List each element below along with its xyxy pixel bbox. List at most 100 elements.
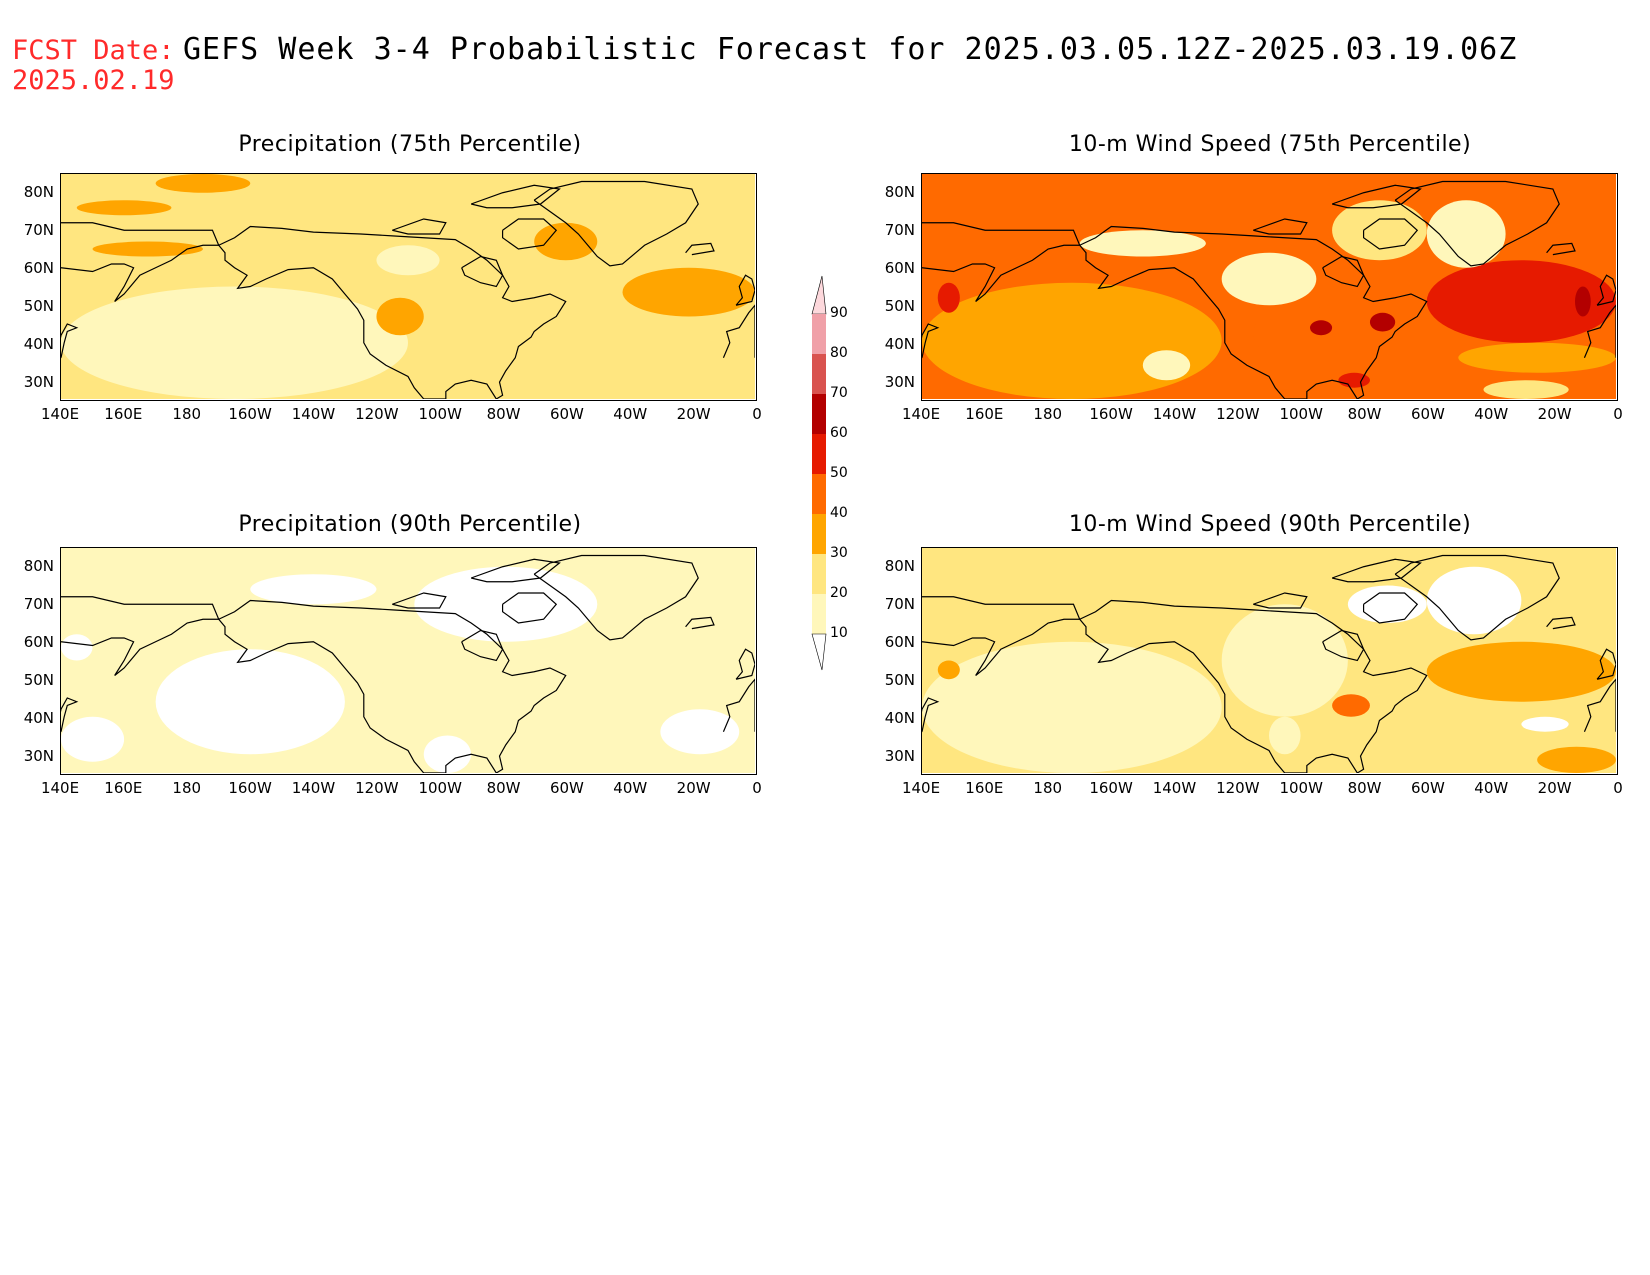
colorbar-label: 60 [830, 425, 848, 441]
lat-tick-label: 50N [23, 671, 54, 689]
coastline-uk [735, 274, 755, 306]
coastline-iceland [685, 242, 715, 256]
panel-title-precip-75: Precipitation (75th Percentile) [238, 132, 582, 157]
colorbar-swatch [812, 554, 826, 594]
colorbar-swatch [812, 354, 826, 394]
lon-tick-label: 140W [1152, 405, 1197, 423]
lon-tick-label: 100W [1279, 405, 1323, 423]
coastline-europe [1583, 678, 1616, 732]
lat-tick-label: 70N [23, 595, 54, 613]
shaded-region [1426, 260, 1616, 343]
coastline-hudson [461, 255, 504, 288]
shaded-region [76, 200, 172, 216]
coastline-victoria [392, 218, 447, 235]
panel-title-precip-90: Precipitation (90th Percentile) [238, 512, 582, 537]
lon-tick-label: 180 [172, 779, 202, 797]
shaded-probability-field [61, 174, 755, 399]
panel-title-wind-75: 10-m Wind Speed (75th Percentile) [1068, 132, 1472, 157]
map-wind-75 [921, 173, 1618, 401]
lat-tick-label: 80N [23, 183, 54, 201]
lon-tick-label: 0 [1613, 779, 1623, 797]
lon-tick-label: 160W [228, 405, 272, 423]
shaded-region [1521, 716, 1569, 732]
lon-tick-label: 140E [40, 779, 80, 797]
lat-tick-label: 60N [884, 633, 915, 651]
coastline-uk [1596, 648, 1616, 680]
lon-tick-label: 140E [901, 405, 941, 423]
shaded-region [1332, 694, 1370, 717]
colorbar-label: 70 [830, 385, 848, 401]
coastline-hudson [1322, 255, 1365, 288]
coastline-baffin [501, 218, 558, 250]
shaded-probability-field [61, 548, 755, 773]
lon-tick-label: 20W [1537, 405, 1572, 423]
shaded-region [423, 735, 472, 773]
lon-tick-label: 160E [965, 405, 1004, 423]
forecast-date-label: FCST Date: [12, 35, 175, 66]
lon-tick-label: 140W [291, 405, 336, 423]
lat-tick-label: 50N [884, 671, 915, 689]
lat-tick-label: 50N [884, 297, 915, 315]
shaded-region [1537, 746, 1616, 773]
lon-tick-label: 60W [549, 405, 584, 423]
shaded-region [1338, 372, 1370, 388]
shaded-region [414, 566, 598, 642]
coastline-baffin [1362, 592, 1419, 624]
coastline-victoria [392, 592, 447, 609]
coastline-greenland [1394, 180, 1560, 267]
lon-tick-label: 160W [1089, 779, 1133, 797]
lon-tick-label: 80W [486, 779, 521, 797]
lon-tick-label: 140W [1152, 779, 1197, 797]
lat-tick-label: 70N [884, 595, 915, 613]
shaded-region [1574, 286, 1591, 317]
colorbar-label: 50 [830, 465, 848, 481]
coastline-northAmerica [1079, 599, 1428, 773]
shaded-region [61, 634, 93, 661]
lon-tick-label: 140W [291, 779, 336, 797]
lon-tick-label: 180 [1033, 405, 1063, 423]
coastline-asia [922, 222, 1081, 302]
shaded-region [376, 245, 440, 276]
lat-tick-label: 30N [23, 373, 54, 391]
shaded-region [534, 222, 598, 261]
lon-tick-label: 160E [104, 779, 143, 797]
shaded-probability-field [922, 548, 1616, 773]
coastline-asia [61, 596, 220, 676]
lat-tick-label: 70N [23, 221, 54, 239]
lon-tick-label: 60W [1410, 405, 1445, 423]
lon-tick-label: 0 [1613, 405, 1623, 423]
coastline-japan [922, 697, 940, 733]
lon-tick-label: 160W [1089, 405, 1133, 423]
lat-tick-label: 40N [23, 335, 54, 353]
lon-tick-label: 40W [1474, 779, 1509, 797]
coastline-northAmerica [1079, 225, 1428, 399]
shaded-region [1426, 566, 1522, 635]
lat-tick-label: 80N [884, 183, 915, 201]
shaded-region [376, 297, 424, 336]
lon-tick-label: 40W [613, 779, 648, 797]
page-title: GEFS Week 3-4 Probabilistic Forecast for… [183, 32, 1518, 67]
lat-tick-label: 60N [23, 259, 54, 277]
colorbar-swatches [811, 275, 827, 671]
coastline-hudson [461, 629, 504, 662]
shaded-region [155, 174, 251, 193]
lat-tick-label: 80N [884, 557, 915, 575]
coastline-iceland [1546, 242, 1576, 256]
shaded-region [1483, 380, 1569, 399]
coastline-northAmerica [218, 225, 567, 399]
lon-tick-label: 180 [1033, 779, 1063, 797]
lat-tick-label: 40N [884, 335, 915, 353]
lon-tick-label: 100W [418, 405, 462, 423]
shaded-region [455, 660, 535, 736]
coastline-ellesmere [1331, 558, 1422, 583]
coastline-greenland [1394, 554, 1560, 641]
coastline-ellesmere [470, 184, 561, 209]
lon-tick-label: 140E [40, 405, 80, 423]
shaded-region [155, 649, 345, 755]
shaded-region [1142, 350, 1191, 381]
shaded-region [1310, 320, 1333, 336]
lat-tick-label: 30N [884, 373, 915, 391]
colorbar-swatch [812, 594, 826, 634]
lon-tick-label: 120W [1216, 405, 1260, 423]
lat-tick-label: 30N [884, 747, 915, 765]
